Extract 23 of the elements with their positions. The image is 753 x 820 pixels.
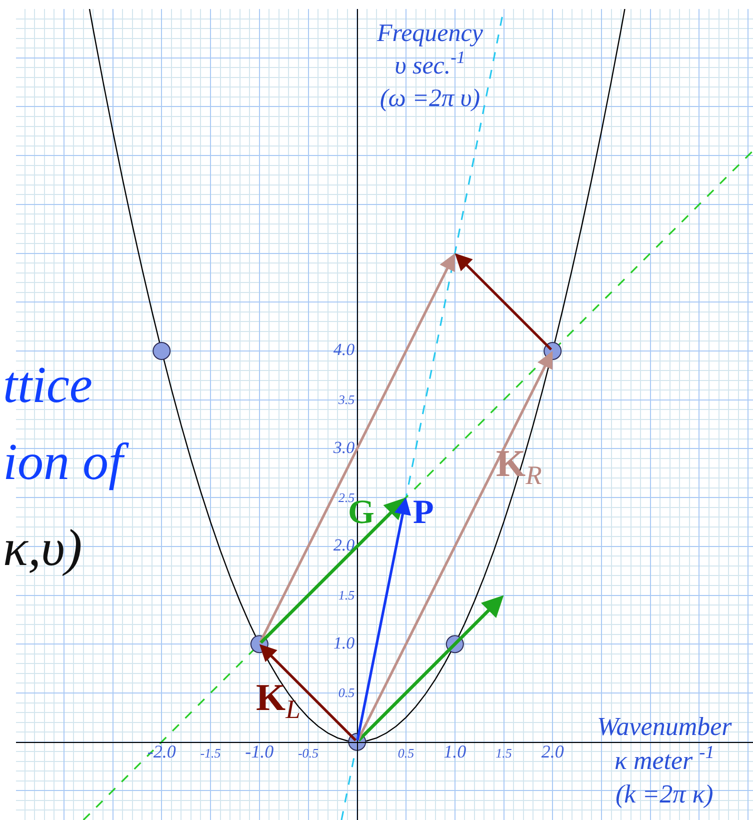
x-tick-label: -1.0	[245, 741, 274, 762]
annotation: ion of	[3, 434, 130, 491]
x-tick-label: -2.0	[147, 741, 176, 762]
y-tick-label: 4.0	[333, 340, 356, 360]
y-tick-label: 1.0	[333, 633, 356, 652]
annotation: κ,υ)	[3, 520, 82, 577]
y-tick-label: 1.5	[338, 587, 356, 602]
annotation: ttice	[3, 357, 93, 414]
x-tick-label: 0.5	[398, 745, 415, 760]
y-axis-title: Frequency υ sec.$^{-1}$ (ω =2π υ)	[376, 20, 484, 112]
y-tick-label: 0.5	[338, 685, 356, 700]
y-tick-label: 3.0	[332, 438, 356, 457]
point	[152, 342, 171, 360]
annotation: K$_{L}$	[256, 677, 300, 724]
x-tick-label: -1.5	[200, 745, 222, 760]
x-tick-label: 1.5	[496, 745, 512, 760]
annotation: P	[413, 494, 434, 531]
y-tick-label: 3.5	[337, 392, 356, 408]
x-tick-label: -0.5	[298, 745, 320, 760]
y-tick-label: 2.0	[333, 536, 356, 555]
x-axis-title: Wavenumber κ meter $^{-1}$ (k =2π κ)	[597, 712, 733, 809]
x-tick-label: 1.0	[444, 741, 466, 762]
x-tick-label: 2.0	[541, 741, 564, 762]
